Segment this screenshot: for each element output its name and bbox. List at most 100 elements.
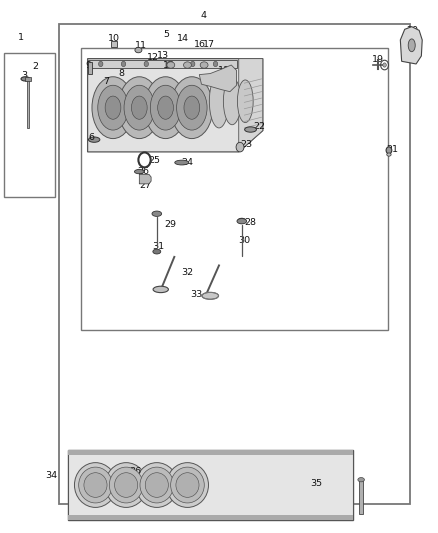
Text: 29: 29 [164, 221, 176, 229]
Ellipse shape [184, 96, 200, 119]
Text: 25: 25 [148, 157, 160, 165]
Ellipse shape [237, 219, 247, 224]
Ellipse shape [110, 467, 143, 503]
Ellipse shape [184, 62, 191, 68]
Text: 3: 3 [21, 71, 27, 80]
Ellipse shape [84, 473, 107, 497]
Circle shape [383, 63, 386, 67]
Ellipse shape [386, 147, 392, 154]
Ellipse shape [153, 286, 168, 293]
Text: 30: 30 [238, 237, 251, 245]
Ellipse shape [158, 96, 173, 119]
Bar [111, 41, 117, 47]
Text: 8: 8 [119, 69, 125, 78]
Ellipse shape [153, 249, 161, 254]
Text: 1: 1 [18, 33, 24, 42]
Circle shape [121, 61, 126, 67]
Text: 31: 31 [152, 242, 165, 251]
Circle shape [213, 61, 218, 67]
Ellipse shape [238, 219, 246, 223]
Text: 24: 24 [181, 158, 194, 167]
Ellipse shape [134, 169, 144, 174]
Text: 21: 21 [386, 145, 398, 154]
Ellipse shape [88, 137, 100, 142]
Ellipse shape [176, 473, 199, 497]
Text: 23: 23 [240, 141, 252, 149]
Ellipse shape [131, 96, 147, 119]
Text: 33: 33 [190, 290, 202, 298]
Text: 12: 12 [147, 53, 159, 62]
Polygon shape [199, 65, 237, 92]
Ellipse shape [140, 467, 173, 503]
Ellipse shape [105, 96, 121, 119]
Bar [68, 450, 353, 520]
Ellipse shape [358, 478, 364, 482]
Ellipse shape [79, 467, 112, 503]
Text: 27: 27 [139, 181, 152, 190]
Ellipse shape [175, 160, 189, 165]
Ellipse shape [387, 153, 391, 156]
Text: 32: 32 [181, 269, 194, 277]
Bar [68, 450, 353, 455]
Ellipse shape [171, 467, 204, 503]
Ellipse shape [237, 80, 253, 123]
Text: 34: 34 [46, 471, 58, 480]
Polygon shape [88, 59, 263, 152]
Ellipse shape [21, 77, 30, 81]
Text: 14: 14 [177, 34, 189, 43]
Ellipse shape [408, 39, 415, 52]
Text: 9: 9 [85, 61, 92, 69]
Text: 36: 36 [129, 467, 141, 476]
Bar [4, 53, 55, 197]
Ellipse shape [105, 463, 147, 507]
Bar [88, 60, 237, 68]
Ellipse shape [166, 463, 208, 507]
Ellipse shape [136, 463, 178, 507]
Bar [68, 515, 353, 520]
Text: 5: 5 [163, 30, 170, 39]
Polygon shape [239, 59, 263, 152]
Ellipse shape [167, 62, 175, 68]
Text: 2: 2 [32, 62, 38, 71]
Bar [59, 24, 410, 504]
Text: 35: 35 [310, 480, 322, 488]
Ellipse shape [92, 77, 134, 139]
Ellipse shape [118, 77, 160, 139]
Ellipse shape [209, 75, 229, 128]
Bar [27, 79, 29, 128]
Text: 7: 7 [103, 77, 109, 85]
Ellipse shape [145, 77, 187, 139]
Text: 6: 6 [88, 133, 94, 142]
Polygon shape [400, 27, 422, 64]
Text: 15: 15 [162, 61, 175, 69]
Text: 13: 13 [157, 52, 169, 60]
Ellipse shape [177, 85, 207, 130]
Text: 17: 17 [203, 41, 215, 49]
Circle shape [167, 61, 171, 67]
Text: 26: 26 [138, 167, 150, 176]
Text: 18: 18 [218, 66, 230, 75]
Ellipse shape [202, 292, 219, 300]
Text: 11: 11 [135, 41, 147, 50]
Polygon shape [139, 174, 151, 184]
Bar [359, 480, 363, 514]
Ellipse shape [74, 463, 117, 507]
Ellipse shape [223, 78, 241, 125]
Ellipse shape [115, 473, 138, 497]
Circle shape [144, 61, 148, 67]
Text: 16: 16 [194, 41, 206, 49]
Text: 20: 20 [406, 27, 419, 35]
Ellipse shape [152, 211, 162, 216]
Circle shape [191, 61, 195, 67]
Text: 10: 10 [108, 34, 120, 43]
Ellipse shape [124, 85, 155, 130]
Ellipse shape [200, 62, 208, 68]
Text: 4: 4 [201, 12, 207, 20]
Ellipse shape [98, 85, 128, 130]
Ellipse shape [135, 47, 142, 53]
Ellipse shape [150, 85, 181, 130]
Text: 22: 22 [253, 123, 265, 131]
Text: 19: 19 [371, 55, 384, 64]
Bar [68, 450, 353, 520]
Bar [81, 48, 388, 330]
